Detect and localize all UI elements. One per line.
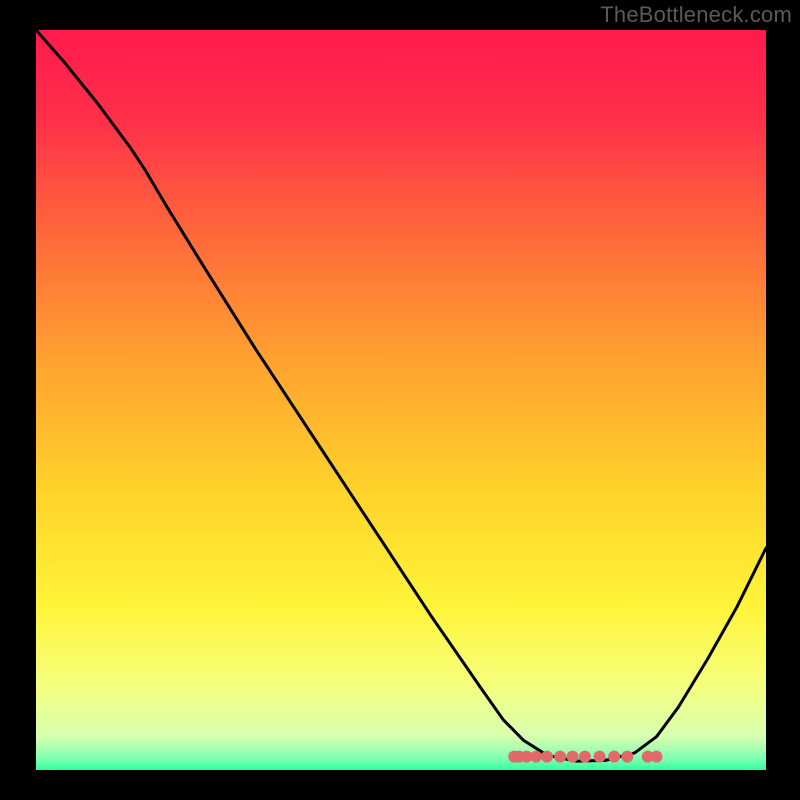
chart-svg <box>36 30 766 770</box>
optimal-range-marker <box>567 751 579 763</box>
plot-area <box>36 30 766 770</box>
chart-frame: TheBottleneck.com <box>0 0 800 800</box>
optimal-range-marker <box>541 751 553 763</box>
optimal-range-marker <box>579 751 591 763</box>
gradient-background <box>36 30 766 770</box>
watermark-label: TheBottleneck.com <box>600 2 792 28</box>
optimal-range-marker <box>621 751 633 763</box>
optimal-range-marker <box>554 751 566 763</box>
optimal-range-marker <box>608 751 620 763</box>
optimal-range-marker <box>651 751 663 763</box>
optimal-range-marker <box>530 751 542 763</box>
optimal-range-marker <box>594 751 606 763</box>
